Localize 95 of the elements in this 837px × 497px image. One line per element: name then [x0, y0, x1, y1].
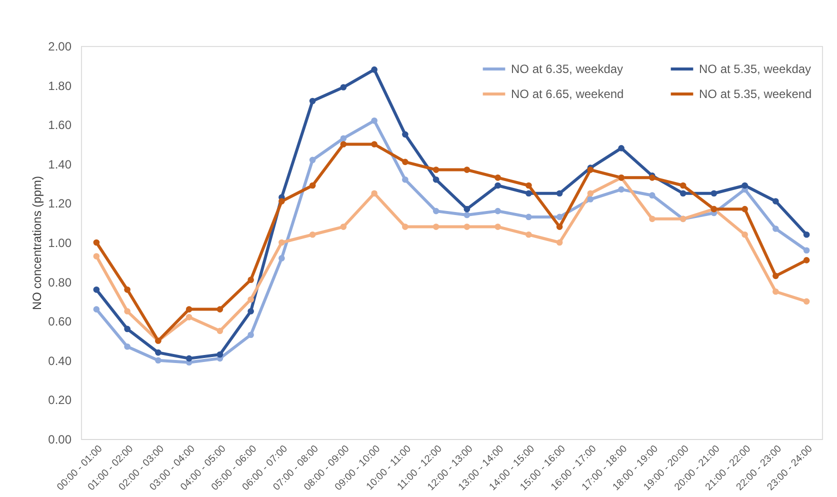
- point: [803, 231, 810, 238]
- point: [248, 276, 254, 283]
- point: [124, 308, 130, 314]
- point: [710, 190, 718, 197]
- point: [278, 239, 285, 246]
- point: [278, 198, 285, 204]
- point: [186, 355, 192, 362]
- point: [432, 224, 440, 230]
- point: [587, 196, 594, 202]
- y-tick-label: 0.60: [48, 314, 72, 329]
- y-tick-label: 1.80: [48, 78, 72, 93]
- point: [248, 332, 254, 338]
- point: [186, 314, 192, 320]
- point: [402, 176, 408, 183]
- point: [402, 131, 408, 138]
- point: [371, 190, 378, 197]
- point: [309, 182, 316, 189]
- legend-label: NO at 6.35, weekday: [511, 62, 624, 76]
- point: [93, 306, 100, 312]
- point: [432, 208, 440, 214]
- point: [494, 224, 501, 230]
- point: [649, 216, 656, 222]
- point: [772, 288, 779, 295]
- point: [93, 286, 100, 293]
- point: [371, 66, 378, 73]
- point: [248, 296, 254, 303]
- point: [494, 174, 501, 181]
- point: [526, 231, 532, 238]
- point: [371, 118, 378, 124]
- y-tick-label: 1.60: [48, 118, 72, 132]
- point: [742, 182, 748, 189]
- point: [742, 231, 748, 238]
- point: [155, 349, 162, 356]
- point: [680, 190, 686, 197]
- point: [772, 198, 779, 204]
- point: [649, 192, 656, 198]
- point: [216, 351, 224, 358]
- point: [494, 182, 501, 189]
- point: [309, 98, 316, 104]
- point: [155, 357, 162, 364]
- point: [526, 190, 532, 197]
- point: [772, 226, 779, 232]
- point: [464, 224, 470, 230]
- point: [340, 224, 347, 230]
- point: [309, 156, 316, 164]
- point: [803, 298, 810, 305]
- point: [124, 326, 130, 332]
- y-tick-label: 0.20: [48, 393, 72, 408]
- point: [124, 343, 130, 350]
- point: [618, 186, 624, 193]
- point: [680, 182, 686, 189]
- point: [526, 214, 532, 220]
- point: [340, 84, 347, 90]
- y-tick-label: 0.80: [48, 275, 72, 290]
- point: [402, 158, 408, 166]
- point: [371, 141, 378, 148]
- y-tick-label: 1.20: [48, 196, 72, 211]
- point: [526, 182, 532, 189]
- y-tick-label: 1.40: [48, 157, 72, 172]
- point: [772, 272, 779, 280]
- legend-label: NO at 5.35, weekend: [699, 87, 812, 101]
- point: [556, 190, 563, 197]
- legend-label: NO at 6.65, weekend: [511, 87, 624, 101]
- point: [464, 212, 470, 218]
- point: [556, 239, 563, 246]
- point: [402, 224, 408, 230]
- point: [494, 208, 501, 214]
- point: [432, 166, 440, 173]
- point: [278, 255, 285, 262]
- point: [248, 308, 254, 314]
- point: [587, 190, 594, 197]
- point: [464, 206, 470, 212]
- point: [186, 306, 192, 312]
- point: [216, 328, 224, 334]
- y-tick-label: 0.40: [48, 354, 72, 368]
- y-axis-title: NO concentrations (ppm): [30, 176, 44, 310]
- point: [93, 253, 100, 260]
- point: [556, 224, 563, 230]
- point: [464, 166, 470, 173]
- point: [340, 141, 347, 148]
- point: [93, 239, 100, 246]
- point: [340, 135, 347, 142]
- point: [216, 306, 224, 312]
- point: [618, 145, 624, 152]
- legend-label: NO at 5.35, weekday: [699, 62, 812, 76]
- point: [556, 214, 563, 220]
- point: [432, 176, 440, 183]
- point: [742, 206, 748, 212]
- point: [124, 286, 130, 293]
- y-tick-label: 1.00: [48, 236, 72, 250]
- point: [309, 231, 316, 238]
- y-tick-label: 0.00: [48, 432, 72, 446]
- point: [803, 257, 810, 264]
- y-tick-label: 2.00: [48, 40, 72, 54]
- point: [803, 247, 810, 254]
